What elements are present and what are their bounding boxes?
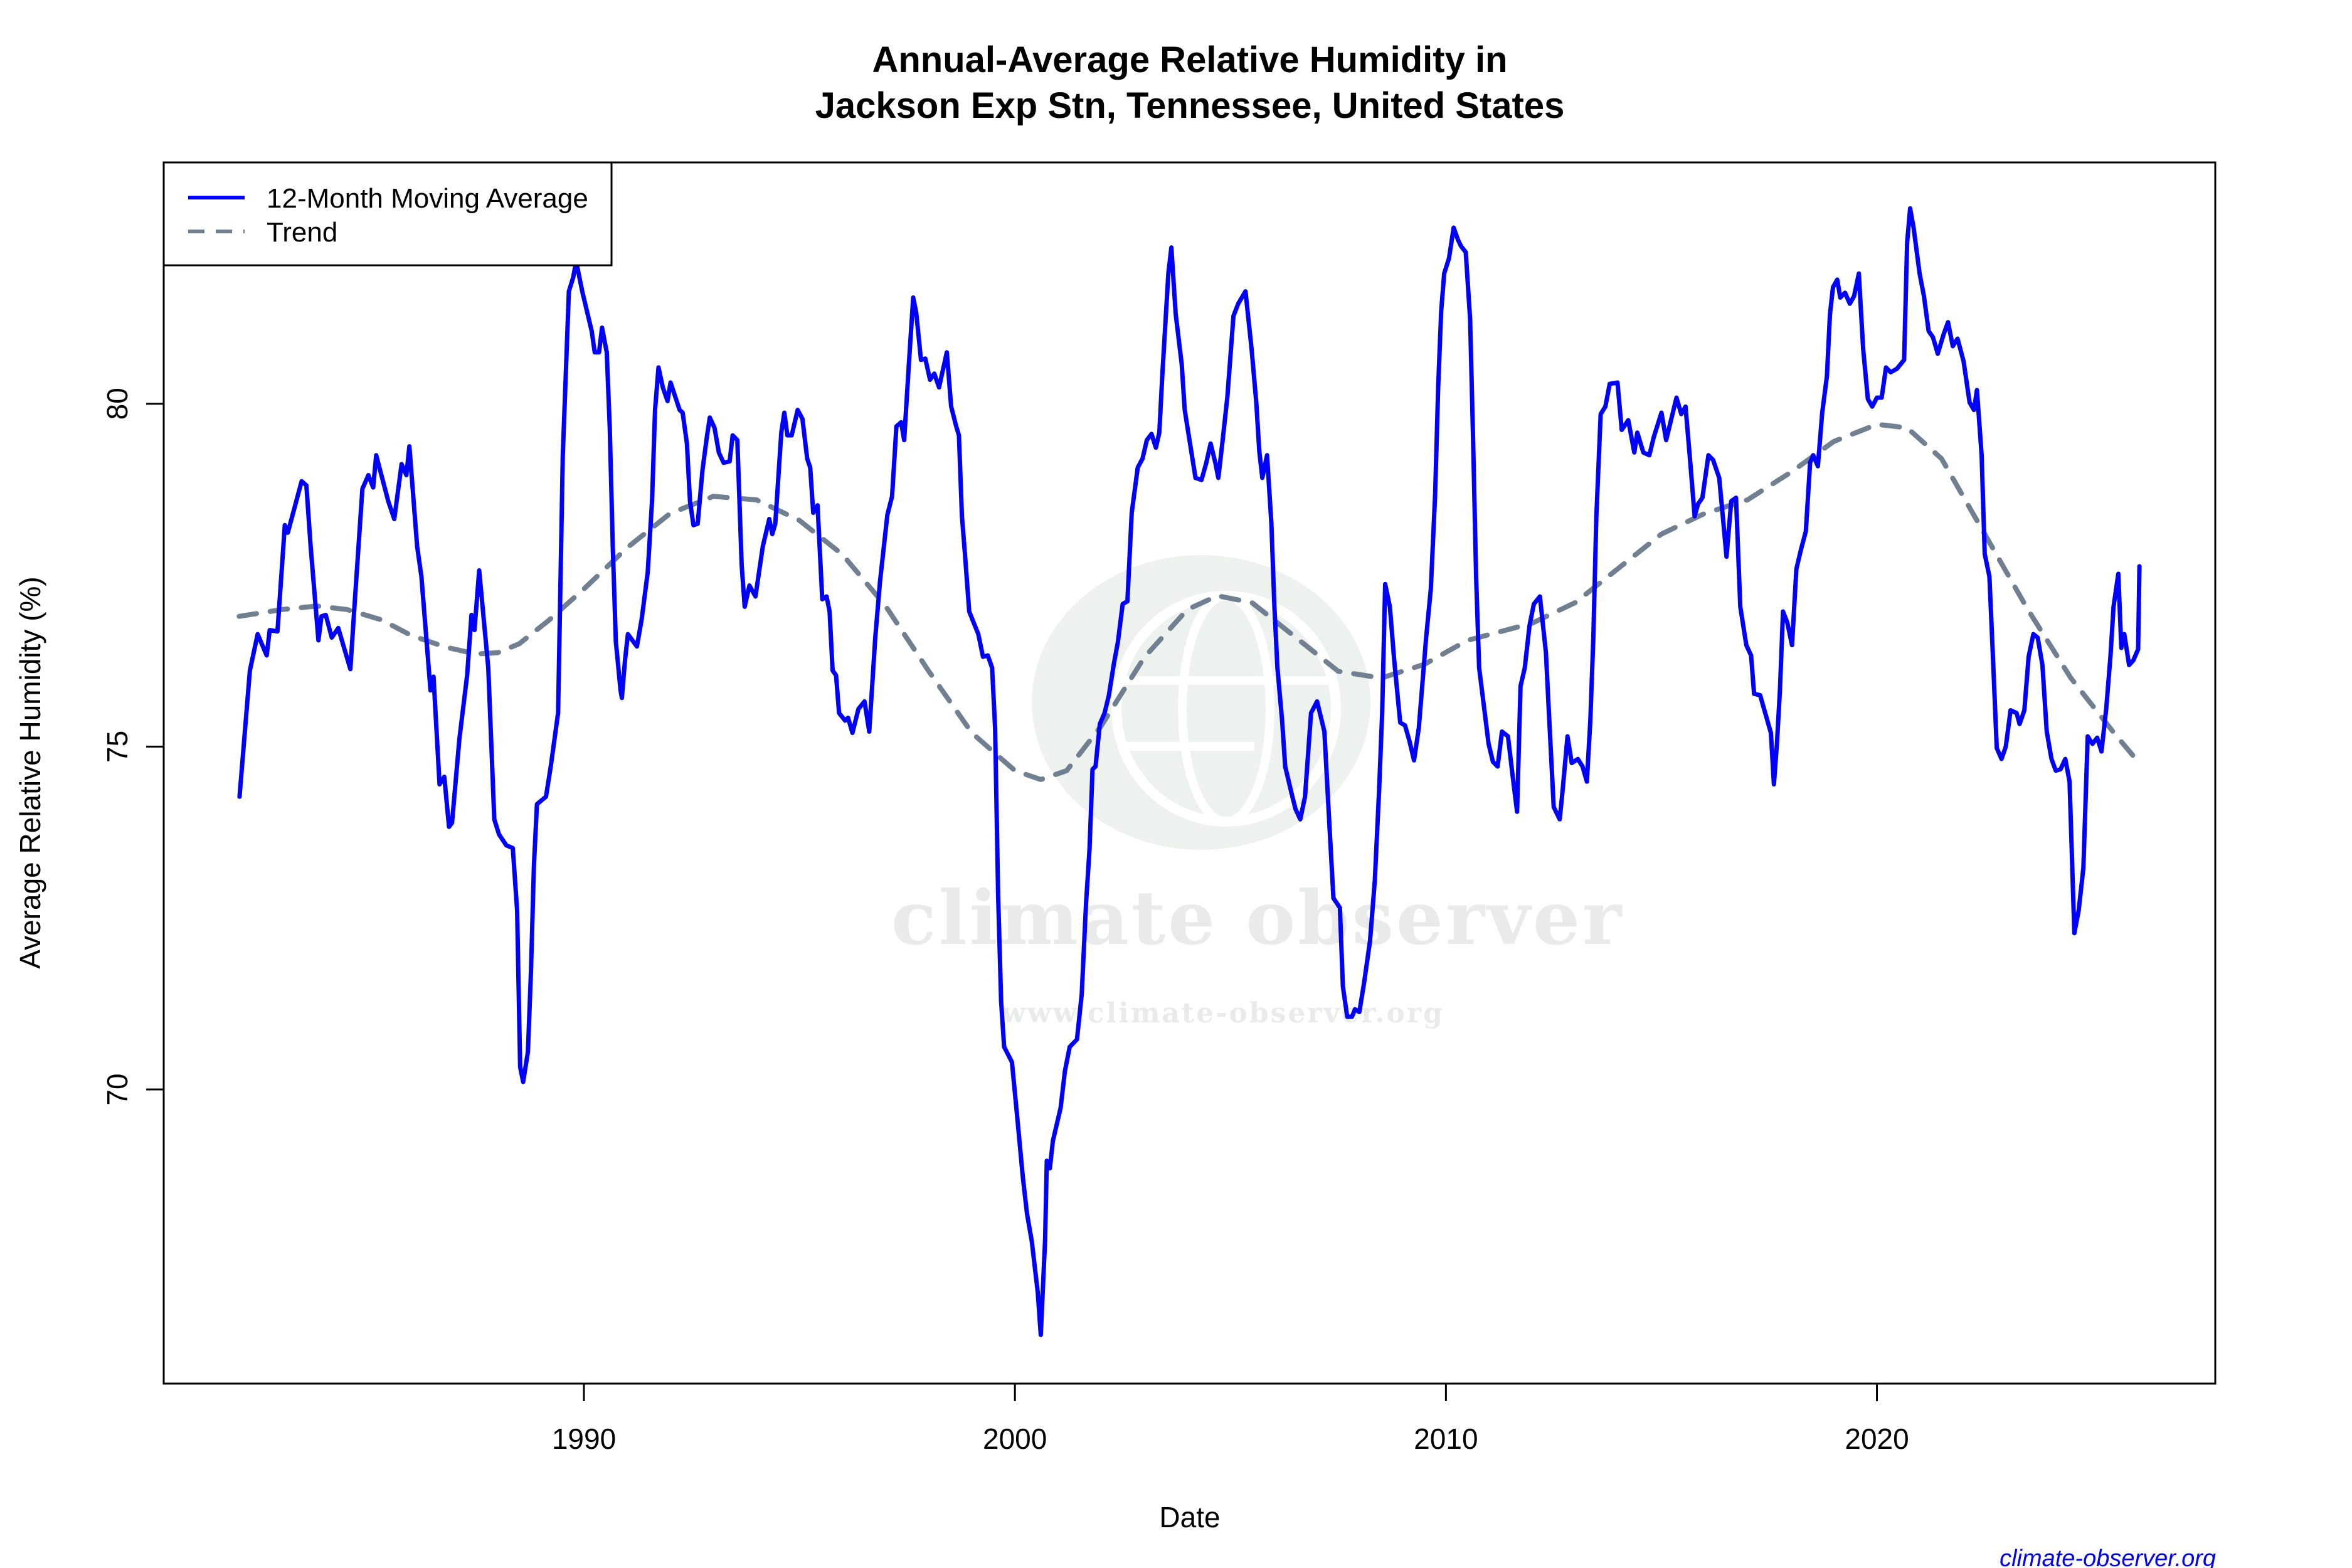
- series-line-moving-average: [237, 206, 2142, 1337]
- x-axis: 1990 2000 2010 2020: [552, 1384, 1909, 1455]
- legend-box: [162, 161, 613, 267]
- chart-title-line-2: Jackson Exp Stn, Tennessee, United State…: [815, 85, 1565, 126]
- x-tick-label: 2020: [1845, 1422, 1909, 1455]
- legend-label-moving-average: 12-Month Moving Average: [267, 183, 588, 214]
- y-axis: 70 75 80: [101, 388, 164, 1106]
- legend: 12-Month Moving Average Trend: [162, 161, 613, 267]
- x-tick-label: 2000: [983, 1422, 1047, 1455]
- series-line-trend: [236, 421, 2143, 782]
- legend-label-trend: Trend: [267, 217, 337, 248]
- footer-source: climate-observer.org: [2000, 1545, 2216, 1568]
- plot-frame: [162, 161, 2217, 1385]
- y-axis-label: Average Relative Humidity (%): [14, 576, 46, 969]
- y-tick-label: 75: [101, 731, 134, 763]
- x-tick-label: 1990: [552, 1422, 616, 1455]
- watermark-name: climate observer: [891, 874, 1624, 961]
- x-axis-label: Date: [1159, 1501, 1220, 1534]
- chart-title-line-1: Annual-Average Relative Humidity in: [872, 40, 1507, 80]
- watermark-url: www.climate-observer.org: [1001, 997, 1444, 1029]
- y-tick-label: 80: [101, 388, 134, 420]
- x-tick-label: 2010: [1414, 1422, 1478, 1455]
- series-layer: [236, 206, 2143, 1337]
- y-tick-label: 70: [101, 1073, 134, 1105]
